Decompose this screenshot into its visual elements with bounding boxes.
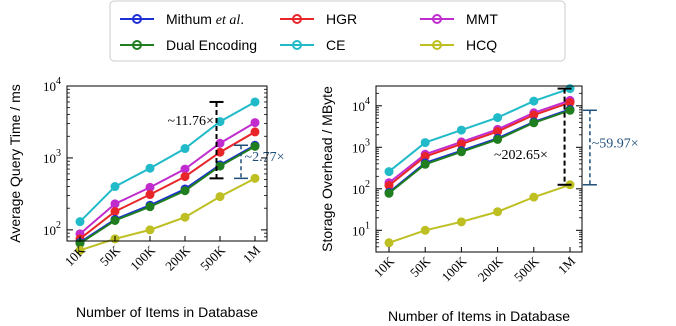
point-hcq-100k [456, 217, 466, 227]
series-line-hgr [79, 131, 256, 240]
point-ce-200k [180, 144, 190, 154]
point-hcq-500k [215, 192, 225, 202]
point-ce-500k [529, 96, 539, 106]
x-tick-label-50k: 50K [407, 253, 434, 280]
series-line-hcq [388, 183, 571, 244]
legend-label-hgr: HGR [326, 11, 357, 27]
y-tick-label-1000: 103 [352, 137, 370, 155]
legend-label-hcq: HCQ [466, 37, 497, 53]
point-mmt-1m [250, 118, 260, 128]
point-hcq-10k [75, 245, 85, 255]
point-ce-10k [75, 217, 85, 227]
series-line-mithum-et-al [79, 144, 256, 244]
series-line-hcq [79, 177, 256, 252]
point-dual-encoding-200k [493, 134, 503, 144]
point-hgr-50k [110, 206, 120, 216]
legend-marker-ce [292, 40, 302, 50]
series-line-dual-encoding [388, 109, 571, 195]
legend-marker-mmt [432, 14, 442, 24]
point-ce-10k [384, 167, 394, 177]
x-tick-label-1m: 1M [240, 242, 264, 266]
point-dual-encoding-10k [384, 188, 394, 198]
x-tick-label-500k: 500K [197, 242, 228, 273]
legend-label-mmt: MMT [466, 11, 498, 27]
legend: Mithum et al. HGR MMT Dual Encoding CE HCQ [109, 0, 566, 62]
point-dual-encoding-50k [110, 215, 120, 225]
legend-label-ce: CE [326, 37, 345, 53]
x-tick-label-500k: 500K [511, 253, 542, 284]
annotation-text-1: ~59.97× [592, 136, 639, 151]
point-hcq-100k [145, 225, 155, 235]
legend-label-mithum-et-al: Mithum et al. [166, 11, 244, 28]
annotation-text-0: ~11.76× [168, 114, 214, 129]
series-line-mmt [388, 99, 571, 184]
x-tick-label-10k: 10K [371, 253, 398, 280]
point-dual-encoding-1m [250, 141, 260, 151]
x-axis-title: Number of Items in Database [76, 304, 258, 320]
legend-marker-hcq [432, 40, 442, 50]
y-axis-title: Storage Overhead / MByte [319, 86, 335, 252]
point-hcq-1m [250, 173, 260, 183]
x-tick-label-50k: 50K [97, 242, 124, 269]
legend-marker-dual-encoding [132, 40, 142, 50]
point-ce-50k [110, 182, 120, 192]
series-line-ce [388, 87, 571, 173]
point-mmt-200k [180, 164, 190, 174]
point-mmt-50k [110, 199, 120, 209]
plot-frame [66, 85, 268, 242]
point-ce-100k [456, 125, 466, 135]
point-hgr-200k [180, 172, 190, 182]
x-tick-label-100k: 100K [127, 242, 158, 273]
y-tick-label-100: 102 [43, 220, 61, 238]
point-ce-100k [145, 163, 155, 173]
y-tick-label-100: 102 [352, 179, 370, 197]
x-tick-label-10k: 10K [62, 242, 89, 269]
query-time-chart: 102 103 104 ~11.76× ~2.77× 10K 50K 100K 200K 500K… [7, 76, 284, 320]
legend-marker-mithum-et-al [132, 14, 142, 24]
annotation-text-1: ~2.77× [245, 150, 285, 165]
legend-label-dual-encoding: Dual Encoding [166, 37, 257, 53]
point-dual-encoding-50k [420, 159, 430, 169]
y-tick-label-10: 101 [352, 220, 370, 238]
x-tick-label-200k: 200K [475, 253, 506, 284]
point-hcq-200k [493, 207, 503, 217]
point-dual-encoding-100k [456, 147, 466, 157]
series-line-dual-encoding [79, 145, 256, 245]
series-line-mmt [79, 121, 256, 235]
point-hcq-500k [529, 192, 539, 202]
annotation-text-0: ~202.65× [494, 148, 548, 163]
point-hgr-100k [145, 190, 155, 200]
x-tick-label-100k: 100K [438, 253, 469, 284]
y-tick-label-10000: 104 [43, 76, 61, 94]
legend-marker-hgr [292, 14, 302, 24]
point-dual-encoding-100k [145, 202, 155, 212]
series-line-hgr [388, 101, 571, 187]
y-tick-label-10000: 104 [352, 96, 370, 114]
y-axis-title: Average Query Time / ms [7, 84, 23, 242]
point-hcq-10k [384, 238, 394, 248]
point-dual-encoding-200k [180, 186, 190, 196]
point-ce-1m [250, 97, 260, 107]
series-line-ce [79, 101, 256, 223]
y-tick-label-1000: 103 [43, 148, 61, 166]
point-hcq-50k [420, 225, 430, 235]
x-tick-label-200k: 200K [162, 242, 193, 273]
point-hcq-200k [180, 212, 190, 222]
plot-frame [375, 85, 583, 253]
x-axis-title: Number of Items in Database [388, 308, 570, 324]
point-ce-50k [420, 138, 430, 148]
point-dual-encoding-500k [529, 118, 539, 128]
point-hgr-1m [250, 127, 260, 137]
storage-overhead-chart: 101 102 103 104 ~202.65× ~59.97× 10K 50K 100K 200… [319, 84, 639, 324]
x-tick-label-1m: 1M [555, 253, 579, 277]
point-ce-200k [493, 113, 503, 123]
point-dual-encoding-1m [565, 105, 575, 115]
